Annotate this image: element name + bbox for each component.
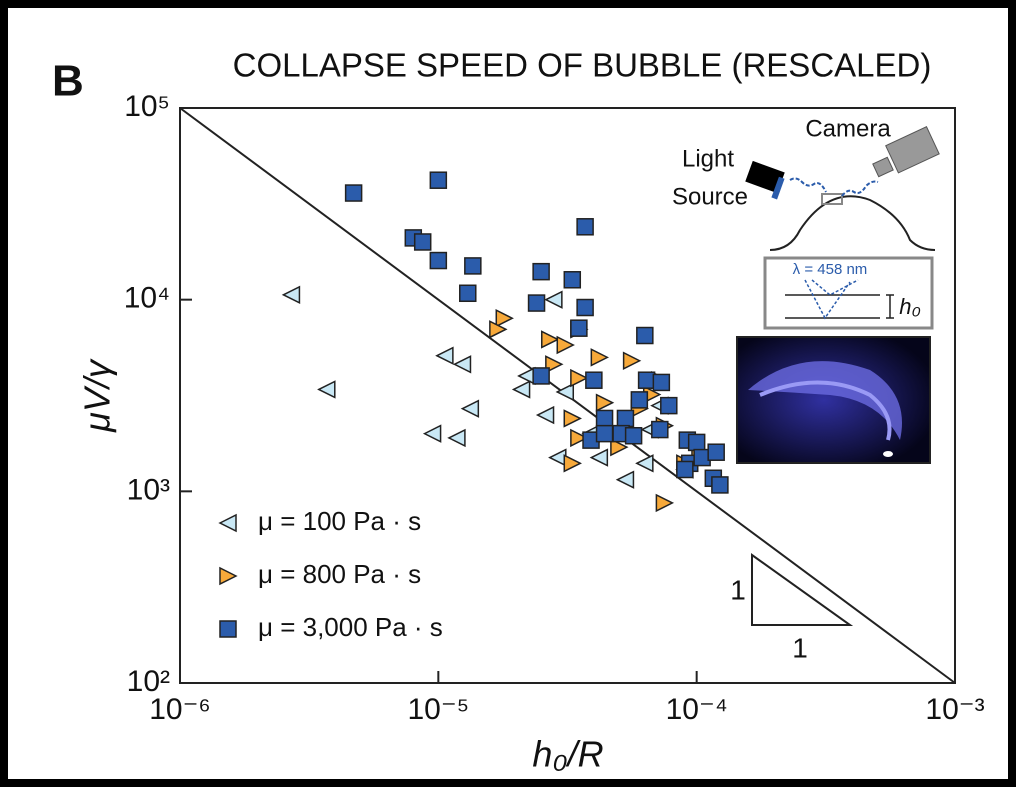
point: [570, 428, 589, 448]
inset-label: Camera: [805, 115, 891, 142]
point: [541, 330, 560, 349]
slope-triangle: [751, 553, 854, 626]
point: [595, 424, 614, 443]
point: [317, 380, 336, 399]
point: [576, 218, 594, 236]
ray: [804, 279, 859, 320]
point: [610, 437, 629, 457]
light-source: [745, 160, 785, 194]
legend-marker: [218, 513, 237, 533]
legend-label: μ = 3,000 Pa · s: [258, 612, 443, 642]
panel-label: B: [52, 57, 84, 106]
light-source-lens: [771, 176, 785, 200]
point: [576, 298, 594, 317]
point: [585, 371, 603, 389]
point: [460, 399, 480, 418]
x-tick-label: 10⁻⁶: [149, 693, 211, 726]
y-tick-label: 10⁴: [124, 282, 170, 315]
y-axis-label: μV/γ: [77, 358, 118, 433]
point: [447, 428, 466, 448]
inset: Camera Light Source λ = 458 nm h₀: [672, 115, 940, 464]
point: [281, 285, 301, 305]
slope-label: 1: [730, 574, 746, 605]
plot-frame: [179, 107, 956, 684]
x-tick-label: 10⁻⁵: [408, 693, 470, 726]
droplet: [769, 195, 936, 251]
point: [495, 309, 514, 328]
point: [344, 184, 363, 202]
point: [544, 290, 563, 309]
legend-marker: [219, 620, 237, 638]
photo-fringe: [759, 380, 892, 441]
point: [616, 409, 635, 428]
point: [563, 454, 582, 473]
point: [452, 355, 472, 374]
point: [660, 396, 678, 415]
y-tick-label: 10²: [127, 665, 170, 698]
point: [435, 346, 454, 365]
point: [589, 448, 609, 467]
point: [563, 271, 582, 289]
point: [464, 257, 482, 275]
inset-label: λ = 458 nm: [793, 261, 868, 278]
legend-marker: [219, 566, 238, 586]
point: [595, 393, 615, 412]
point: [622, 351, 642, 370]
light-path: [789, 177, 879, 197]
point: [655, 493, 675, 513]
point: [535, 405, 555, 425]
point: [570, 368, 589, 388]
point: [413, 233, 432, 251]
point: [556, 335, 575, 355]
point: [676, 460, 694, 479]
point: [630, 391, 649, 409]
point: [637, 371, 656, 389]
photo-highlight: [883, 451, 893, 457]
chart-title: COLLAPSE SPEED OF BUBBLE (RESCALED): [233, 47, 932, 84]
inset-label: Source: [672, 183, 748, 210]
point: [595, 409, 614, 428]
photo: [736, 336, 931, 464]
camera: [885, 126, 940, 174]
point: [652, 373, 671, 392]
point: [615, 470, 635, 489]
point: [624, 426, 643, 445]
point: [635, 454, 654, 473]
inset-label: h₀: [899, 294, 921, 319]
inset-label: Light: [682, 145, 734, 172]
legend-label: μ = 100 Pa · s: [258, 506, 421, 536]
point: [563, 409, 582, 428]
point: [570, 319, 588, 337]
point: [511, 380, 531, 399]
legend-label: μ = 800 Pa · s: [258, 559, 421, 589]
point: [590, 348, 610, 367]
film-box: [763, 256, 934, 330]
y-tick-label: 10⁵: [124, 90, 170, 123]
view-box: [821, 193, 843, 205]
point: [422, 424, 442, 443]
point: [489, 320, 508, 339]
thickness-bar: [886, 294, 894, 319]
point: [636, 326, 654, 345]
point: [555, 382, 575, 402]
x-tick-label: 10⁻³: [925, 693, 984, 726]
slope-label: 1: [792, 632, 808, 663]
point: [687, 433, 706, 452]
point: [429, 251, 448, 270]
photo-fringe: [748, 361, 902, 440]
x-axis-label: h₀/R: [532, 734, 603, 775]
x-tick-label: 10⁻⁴: [666, 693, 728, 726]
point: [429, 171, 448, 189]
point: [459, 284, 477, 303]
point: [711, 476, 729, 494]
y-tick-label: 10³: [127, 473, 170, 506]
point: [532, 367, 550, 385]
point: [532, 262, 550, 281]
point: [527, 294, 546, 312]
point: [707, 443, 725, 461]
camera-lens: [872, 156, 894, 178]
point: [651, 420, 669, 439]
